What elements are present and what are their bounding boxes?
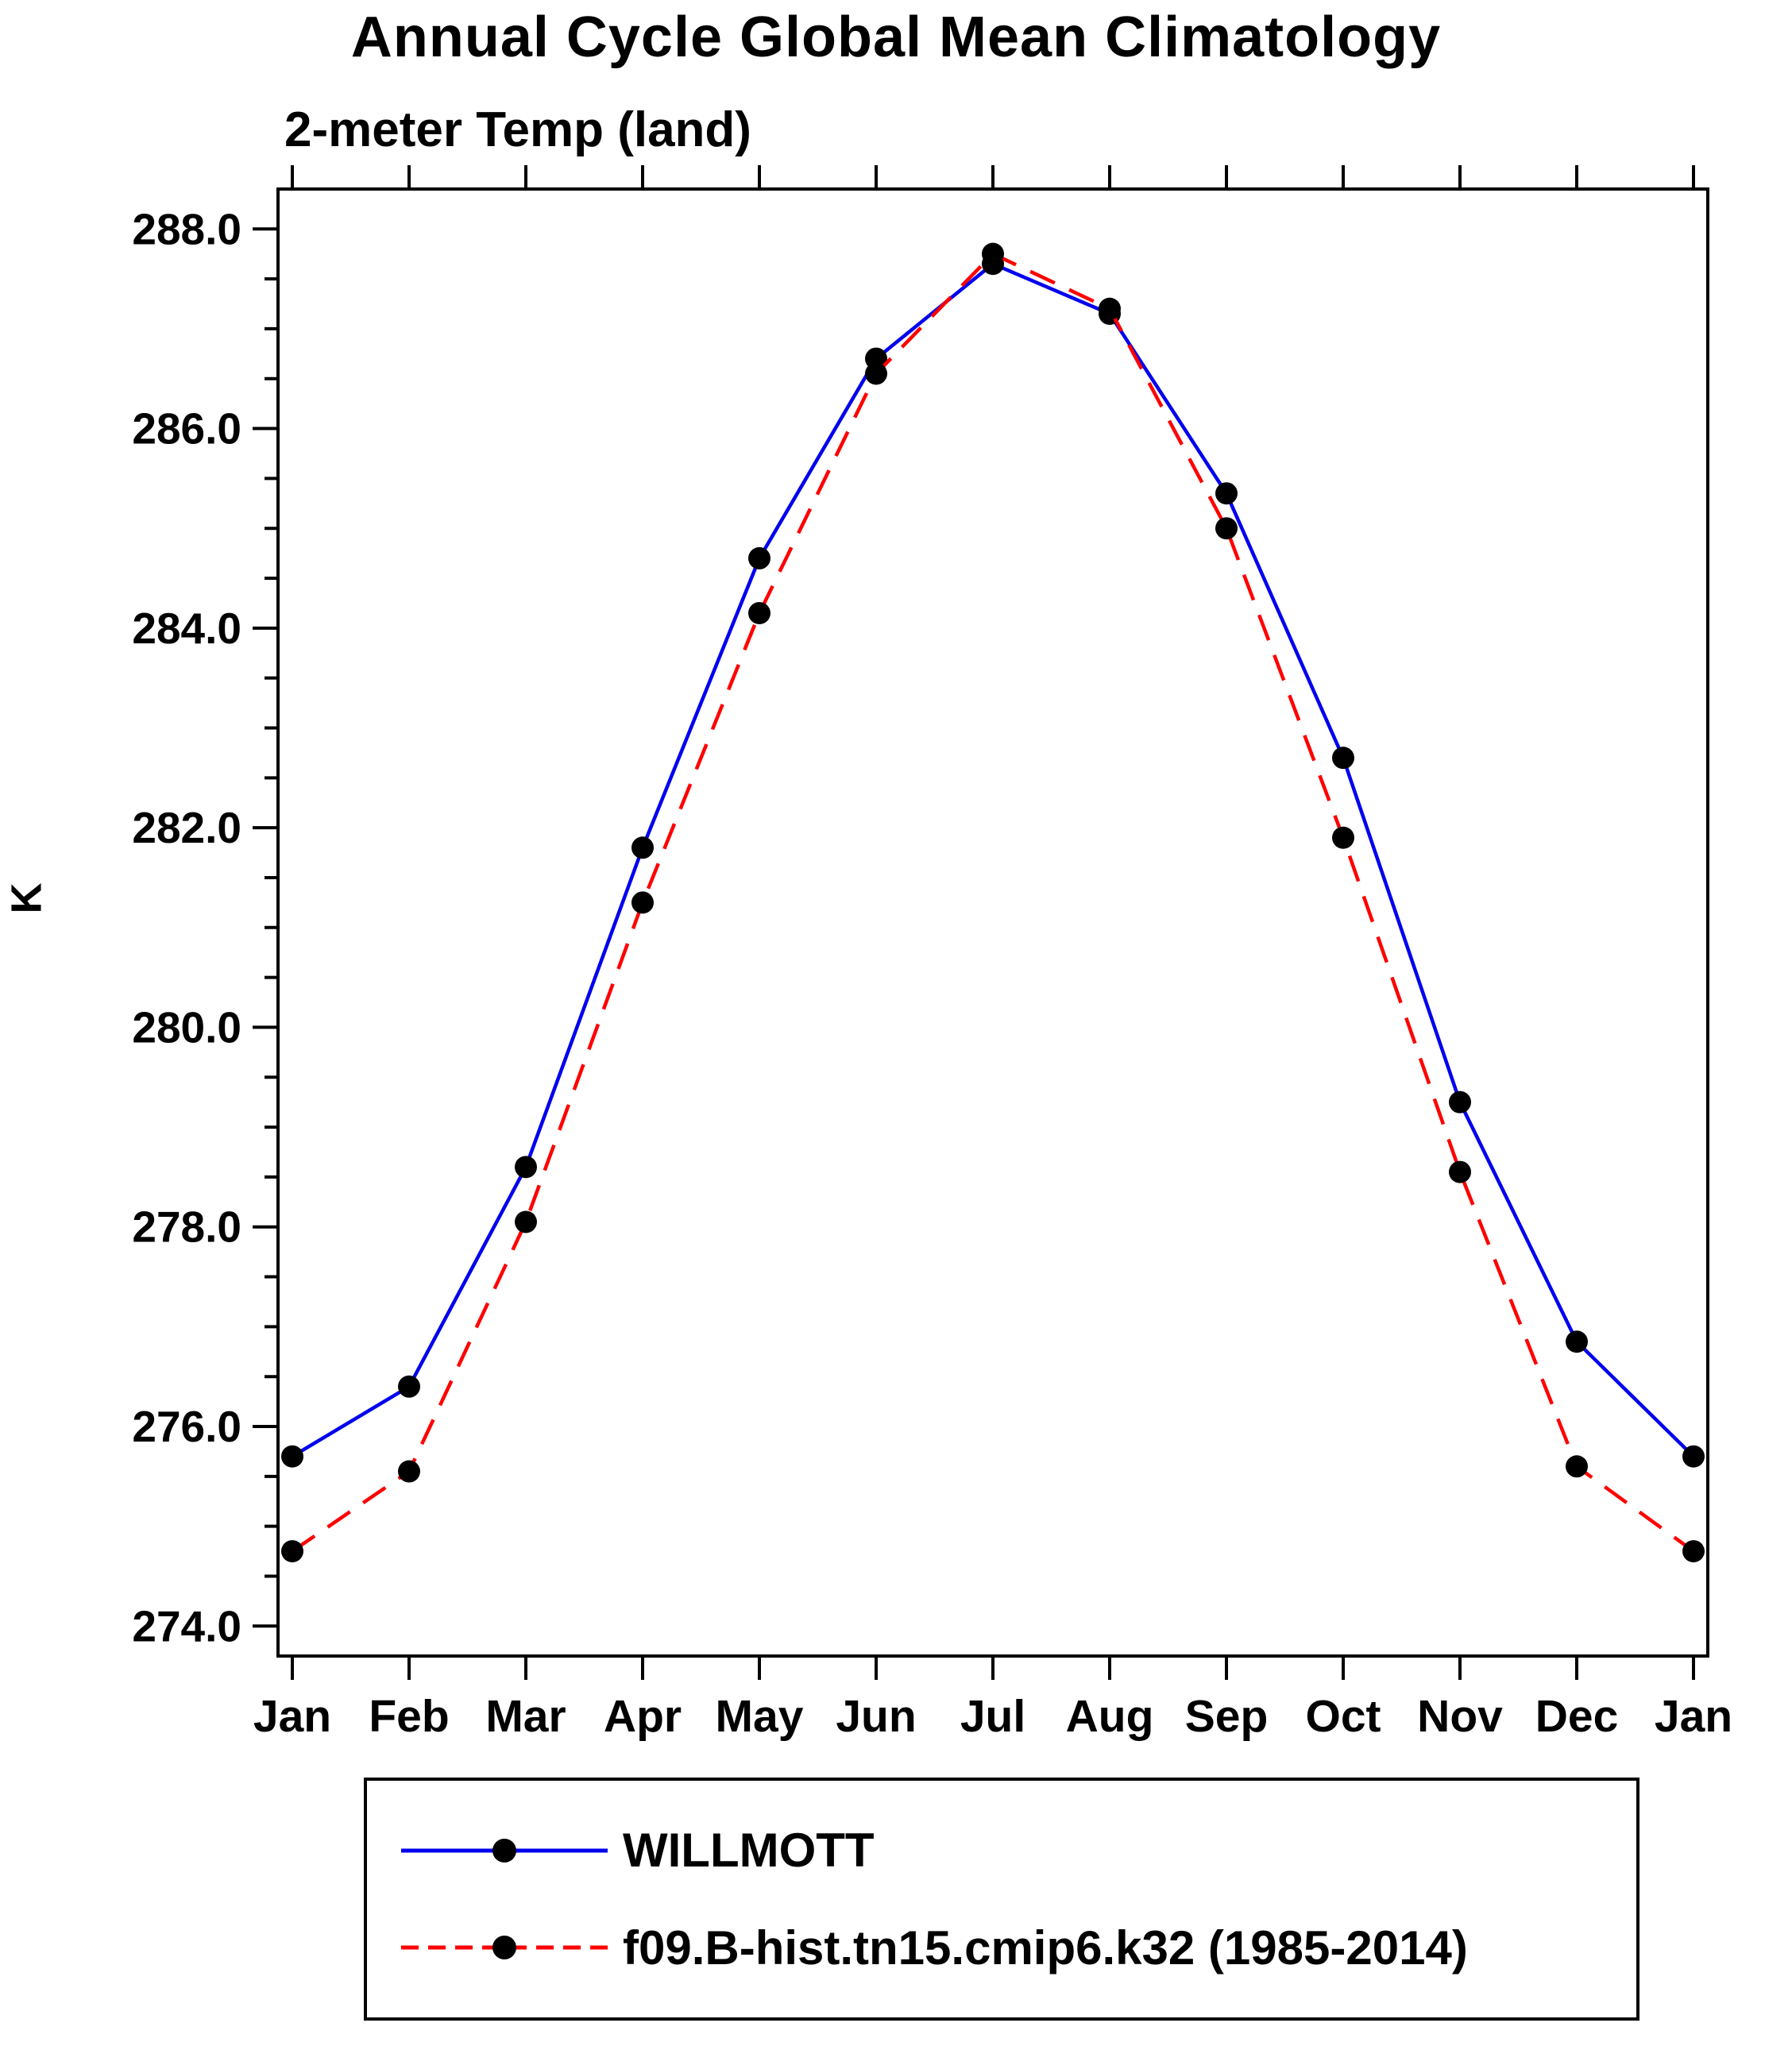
chart-title: Annual Cycle Global Mean Climatology	[350, 6, 1442, 69]
svg-text:Feb: Feb	[369, 1691, 449, 1742]
plot-area: 274.0 276.0 278.0 280.0 282.0 284.0 286.0 288.0…	[132, 165, 1732, 1742]
svg-text:282.0: 282.0	[132, 803, 241, 852]
svg-text:May: May	[716, 1691, 804, 1742]
model-line-sample-icon	[401, 1936, 608, 1960]
svg-text:280.0: 280.0	[132, 1002, 241, 1052]
svg-text:274.0: 274.0	[132, 1601, 241, 1650]
svg-text:Apr: Apr	[604, 1691, 682, 1742]
chart-subtitle: 2-meter Temp (land)	[284, 102, 751, 157]
svg-text:Nov: Nov	[1417, 1691, 1503, 1742]
svg-text:Jan: Jan	[253, 1691, 331, 1742]
legend-label-model: f09.B-hist.tn15.cmip6.k32 (1985-2014)	[623, 1921, 1468, 1975]
svg-text:Jun: Jun	[836, 1691, 916, 1742]
legend-entry-willmott: WILLMOTT	[367, 1823, 1636, 1878]
svg-text:278.0: 278.0	[132, 1203, 241, 1252]
legend-entry-model: f09.B-hist.tn15.cmip6.k32 (1985-2014)	[367, 1921, 1636, 1975]
svg-text:Mar: Mar	[485, 1691, 566, 1742]
svg-text:276.0: 276.0	[132, 1402, 241, 1451]
svg-text:286.0: 286.0	[132, 404, 241, 454]
svg-text:288.0: 288.0	[132, 204, 241, 253]
willmott-line-sample-icon	[401, 1838, 608, 1863]
legend: WILLMOTT f09.B-hist.tn15.cmip6.k32 (1985…	[364, 1778, 1639, 2021]
svg-text:Jul: Jul	[960, 1691, 1025, 1742]
svg-text:Aug: Aug	[1066, 1691, 1154, 1742]
svg-text:284.0: 284.0	[132, 604, 241, 653]
svg-text:Sep: Sep	[1185, 1691, 1269, 1742]
svg-text:Jan: Jan	[1655, 1691, 1732, 1742]
legend-label-willmott: WILLMOTT	[623, 1824, 875, 1878]
svg-text:Oct: Oct	[1305, 1691, 1381, 1742]
svg-text:Dec: Dec	[1535, 1691, 1619, 1742]
